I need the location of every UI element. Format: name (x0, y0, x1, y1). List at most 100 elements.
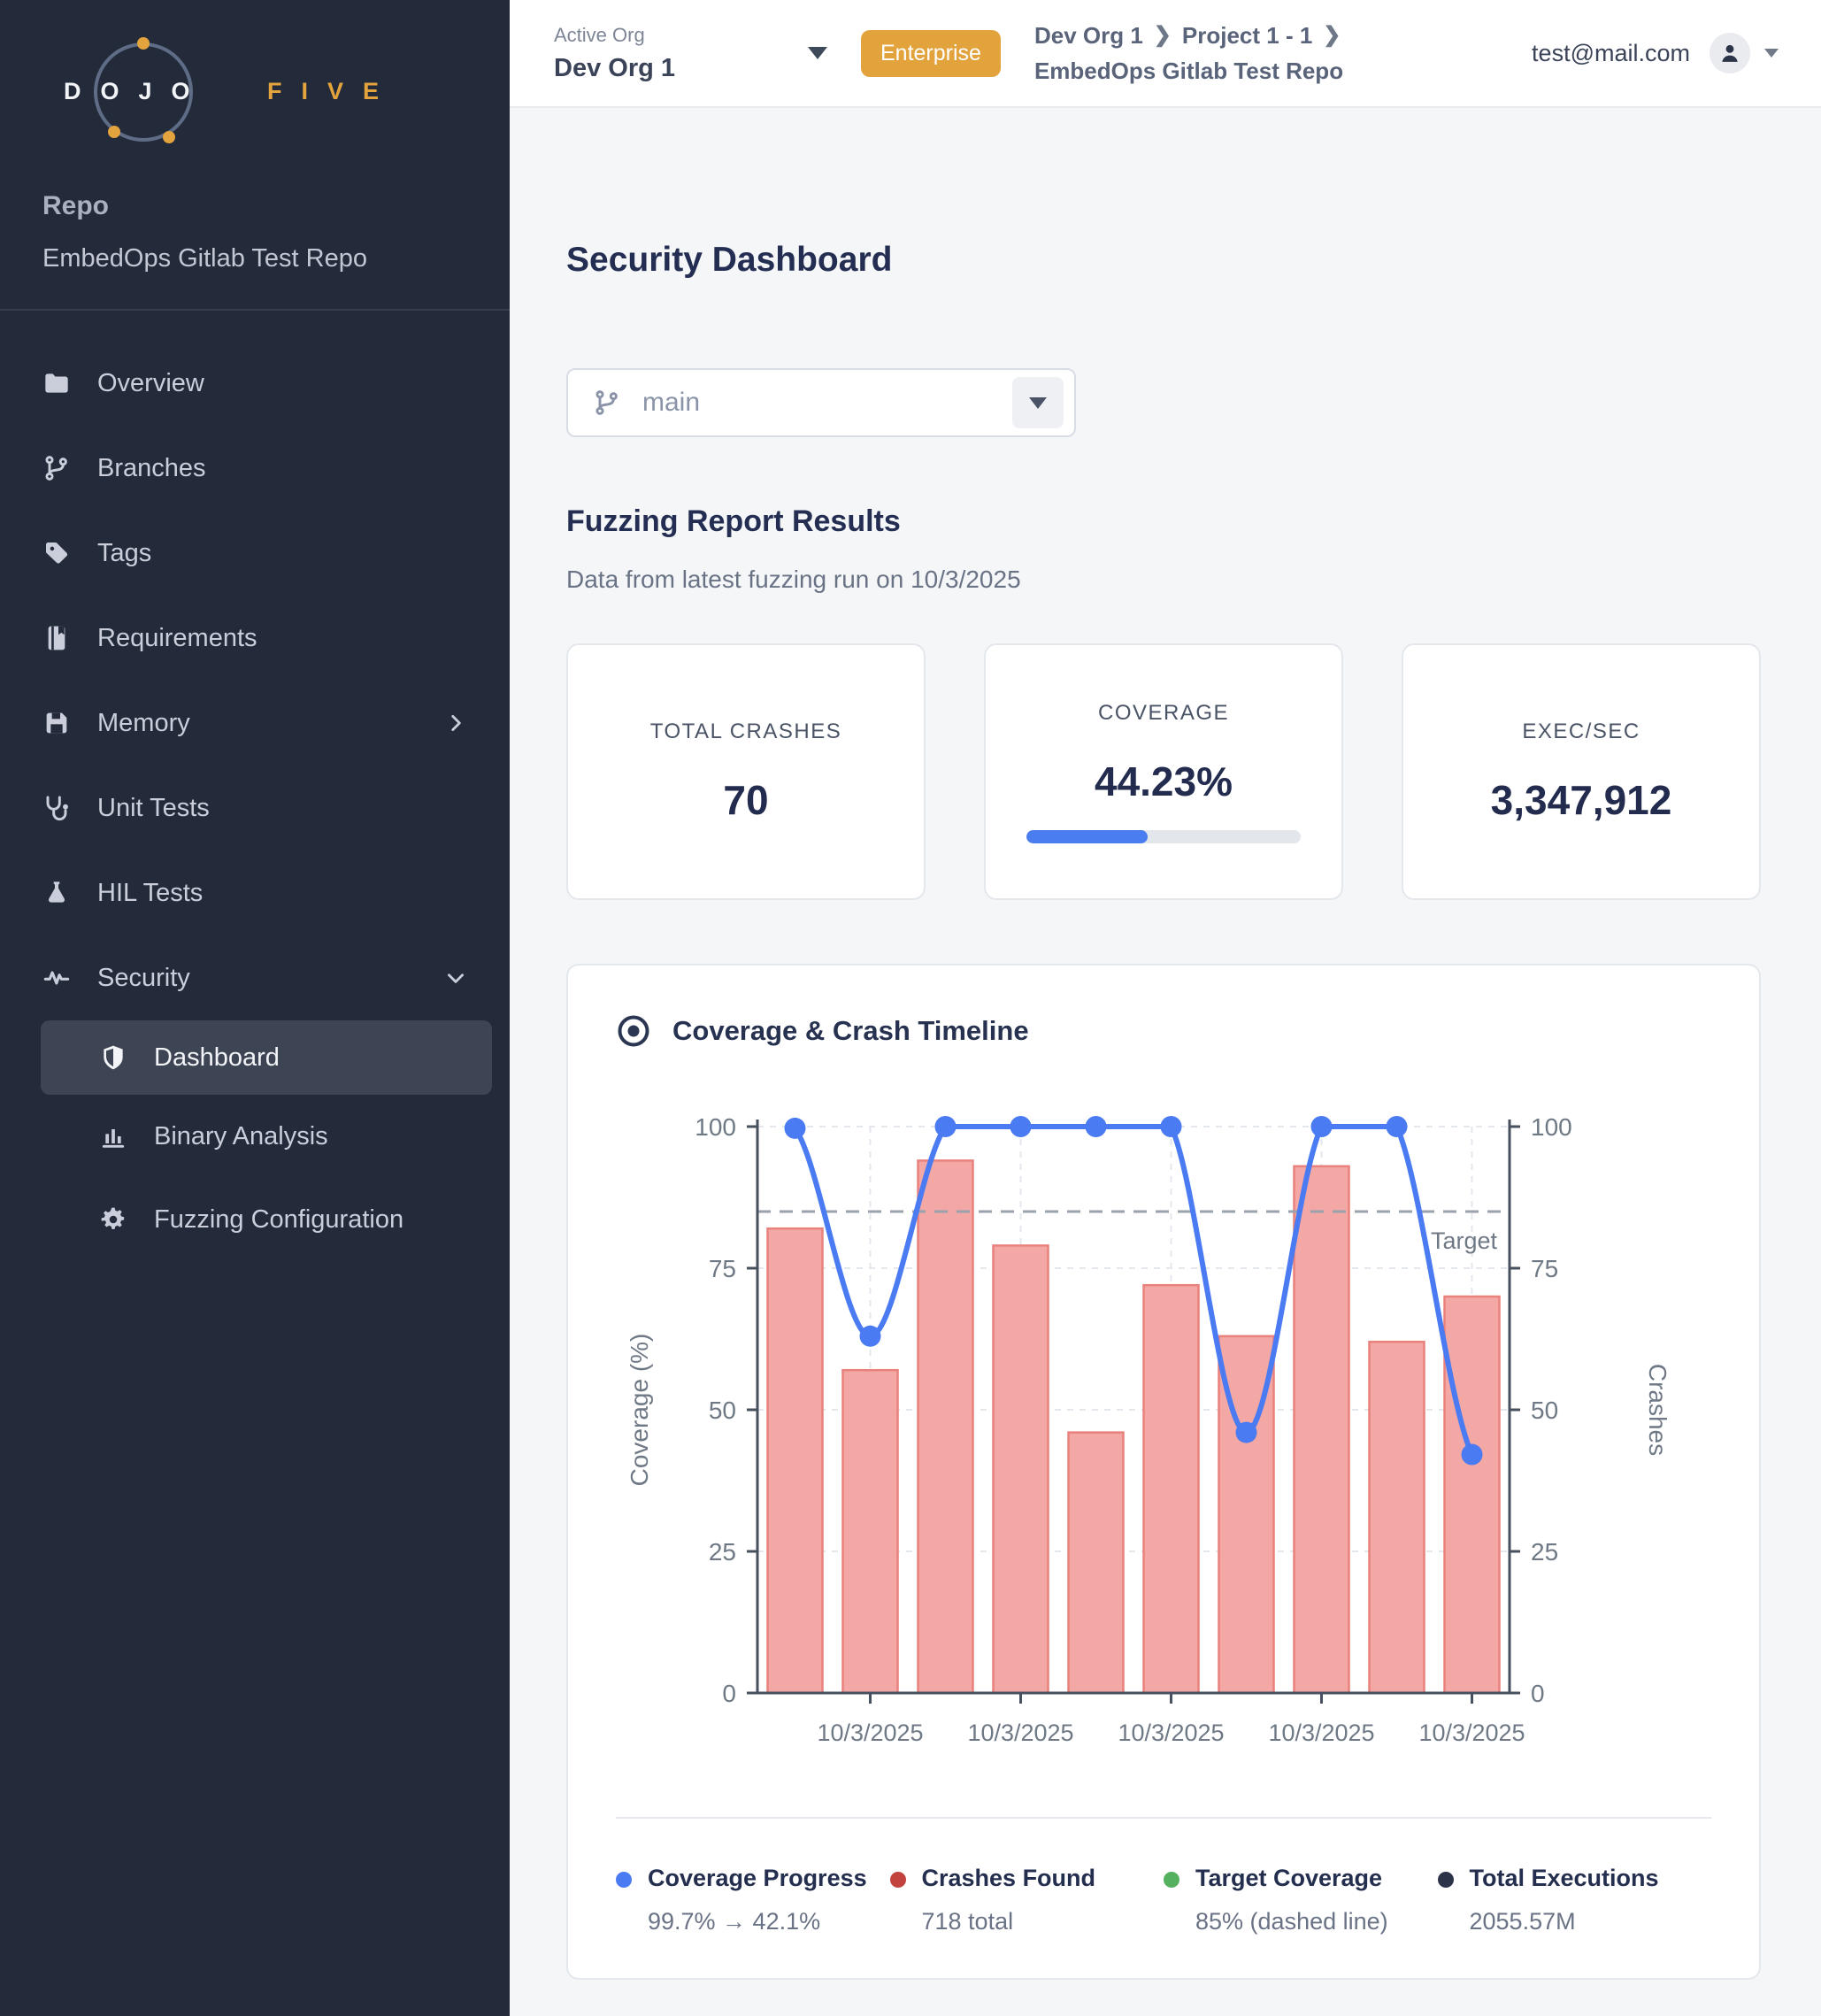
sidebar-item-security[interactable]: Security (0, 935, 510, 1020)
caret-down-icon (1029, 396, 1047, 409)
svg-text:Crashes: Crashes (1644, 1364, 1671, 1456)
sidebar-item-overview[interactable]: Overview (0, 341, 510, 426)
stat-value: 70 (723, 777, 769, 823)
branch-selector-value: main (642, 388, 701, 417)
stat-card-total-crashes: TOTAL CRASHES 70 (566, 643, 926, 900)
chart-title-row: Coverage & Crash Timeline (616, 1013, 1711, 1049)
timeline-chart-card: Coverage & Crash Timeline Target 0 0 25 25 50… (566, 964, 1761, 1980)
sidebar-item-hil-tests[interactable]: HIL Tests (0, 850, 510, 935)
sidebar-item-label: HIL Tests (97, 878, 204, 907)
sidebar-item-label: Memory (97, 708, 190, 737)
active-org-name: Dev Org 1 (554, 53, 675, 82)
chart-title: Coverage & Crash Timeline (672, 1015, 1029, 1046)
legend-label: Total Executions (1469, 1865, 1659, 1891)
org-dropdown-caret-icon[interactable] (808, 47, 827, 59)
svg-text:100: 100 (1531, 1113, 1572, 1141)
legend-value: 85% (dashed line) (1195, 1908, 1388, 1935)
stat-value: 3,347,912 (1490, 777, 1672, 823)
sidebar-item-label: Fuzzing Configuration (154, 1204, 404, 1234)
git-branch-icon (593, 389, 621, 417)
sidebar-item-label: Security (97, 963, 190, 992)
sidebar-item-label: Unit Tests (97, 793, 210, 822)
sidebar-item-label: Overview (97, 368, 204, 397)
journal-icon (42, 624, 71, 652)
sidebar-item-binary-analysis[interactable]: Binary Analysis (0, 1095, 510, 1178)
svg-text:75: 75 (1531, 1255, 1558, 1282)
legend-dot (1437, 1872, 1454, 1888)
breadcrumb: Dev Org 1 ❯ Project 1 - 1 ❯ EmbedOps Git… (1034, 20, 1351, 86)
chevron-right-icon: ❯ (1323, 23, 1341, 47)
logo-text-dojo: DOJO (64, 78, 210, 104)
legend-label: Crashes Found (921, 1865, 1096, 1891)
logo-dot (137, 37, 150, 50)
flask-icon (42, 879, 71, 907)
sidebar-item-fuzzing-configuration[interactable]: Fuzzing Configuration (0, 1178, 510, 1261)
svg-text:Coverage (%): Coverage (%) (626, 1334, 653, 1487)
sidebar-item-memory[interactable]: Memory (0, 681, 510, 766)
sidebar-item-label: Requirements (97, 623, 257, 652)
svg-text:10/3/2025: 10/3/2025 (817, 1720, 923, 1746)
target-circle-icon (616, 1013, 651, 1049)
svg-text:10/3/2025: 10/3/2025 (967, 1720, 1073, 1746)
legend-item-crashes-found: Crashes Found 718 total (889, 1865, 1164, 1935)
user-menu[interactable]: test@mail.com (1532, 33, 1779, 73)
dojofive-logo: DOJO FIVE (42, 37, 467, 156)
legend-value: 99.7% → 42.1% (648, 1908, 821, 1935)
legend-item-coverage-progress: Coverage Progress 99.7% → 42.1% (616, 1865, 890, 1935)
stat-label: TOTAL CRASHES (649, 719, 842, 743)
sidebar-item-label: Branches (97, 453, 206, 482)
chevron-right-icon (444, 712, 467, 735)
sidebar-divider (0, 309, 510, 311)
breadcrumb-project[interactable]: Project 1 - 1 (1181, 22, 1313, 49)
svg-text:10/3/2025: 10/3/2025 (1268, 1720, 1374, 1746)
sidebar: DOJO FIVE Repo EmbedOps Gitlab Test Repo… (0, 0, 510, 2016)
sidebar-item-branches[interactable]: Branches (0, 426, 510, 511)
breadcrumb-org[interactable]: Dev Org 1 (1033, 22, 1143, 49)
sidebar-item-requirements[interactable]: Requirements (0, 596, 510, 681)
sidebar-repo-name: EmbedOps Gitlab Test Repo (42, 244, 367, 273)
stethoscope-icon (42, 794, 71, 822)
plan-badge: Enterprise (861, 29, 1001, 77)
sidebar-header: DOJO FIVE Repo EmbedOps Gitlab Test Repo (0, 0, 510, 273)
legend-dot (616, 1872, 632, 1888)
sidebar-item-dashboard[interactable]: Dashboard (41, 1020, 492, 1095)
branch-selector[interactable]: main (566, 368, 1076, 437)
active-org-selector[interactable]: Active Org Dev Org 1 (554, 24, 675, 83)
user-dropdown-caret-icon[interactable] (1764, 49, 1779, 58)
stat-cards-row: TOTAL CRASHES 70 COVERAGE 44.23% EXEC/SE… (566, 643, 1761, 900)
activity-icon (42, 964, 71, 992)
legend-item-target-coverage: Target Coverage 85% (dashed line) (1164, 1865, 1438, 1935)
gear-icon (99, 1205, 127, 1234)
legend-item-total-executions: Total Executions 2055.57M (1437, 1865, 1712, 1935)
logo-dot (108, 126, 120, 138)
legend-dot (889, 1872, 906, 1888)
breadcrumb-line-2: EmbedOps Gitlab Test Repo (1034, 56, 1351, 86)
content: Security Dashboard main Fuzzing Report R… (510, 108, 1821, 2015)
svg-text:10/3/2025: 10/3/2025 (1418, 1720, 1525, 1746)
stat-label: COVERAGE (1097, 700, 1230, 725)
stat-label: EXEC/SEC (1522, 719, 1640, 743)
save-icon (42, 709, 71, 737)
sidebar-nav: Overview Branches Tags Requirements Memo… (0, 311, 510, 1261)
stat-value: 44.23% (1094, 758, 1233, 804)
avatar[interactable] (1710, 33, 1750, 73)
topbar: Active Org Dev Org 1 Enterprise Dev Org … (510, 0, 1821, 108)
legend-label: Target Coverage (1195, 1865, 1383, 1891)
svg-text:75: 75 (709, 1255, 736, 1282)
sidebar-item-tags[interactable]: Tags (0, 511, 510, 596)
legend-label: Coverage Progress (648, 1865, 867, 1891)
section-subtitle: Data from latest fuzzing run on 10/3/202… (566, 566, 1021, 593)
sidebar-item-label: Dashboard (154, 1043, 280, 1072)
sidebar-item-label: Tags (97, 538, 152, 567)
branch-dropdown-button[interactable] (1012, 377, 1064, 428)
svg-text:25: 25 (1531, 1538, 1558, 1566)
bar-chart-icon (99, 1122, 127, 1150)
active-org-label: Active Org (554, 23, 645, 46)
svg-text:50: 50 (709, 1397, 736, 1424)
svg-text:0: 0 (722, 1680, 736, 1707)
breadcrumb-repo[interactable]: EmbedOps Gitlab Test Repo (1033, 58, 1344, 84)
stat-card-coverage: COVERAGE 44.23% (984, 643, 1343, 900)
sidebar-item-unit-tests[interactable]: Unit Tests (0, 766, 510, 850)
timeline-chart: Target 0 0 25 25 50 50 75 75 100 100 10/3/2025 10/3/… (626, 1113, 1671, 1746)
